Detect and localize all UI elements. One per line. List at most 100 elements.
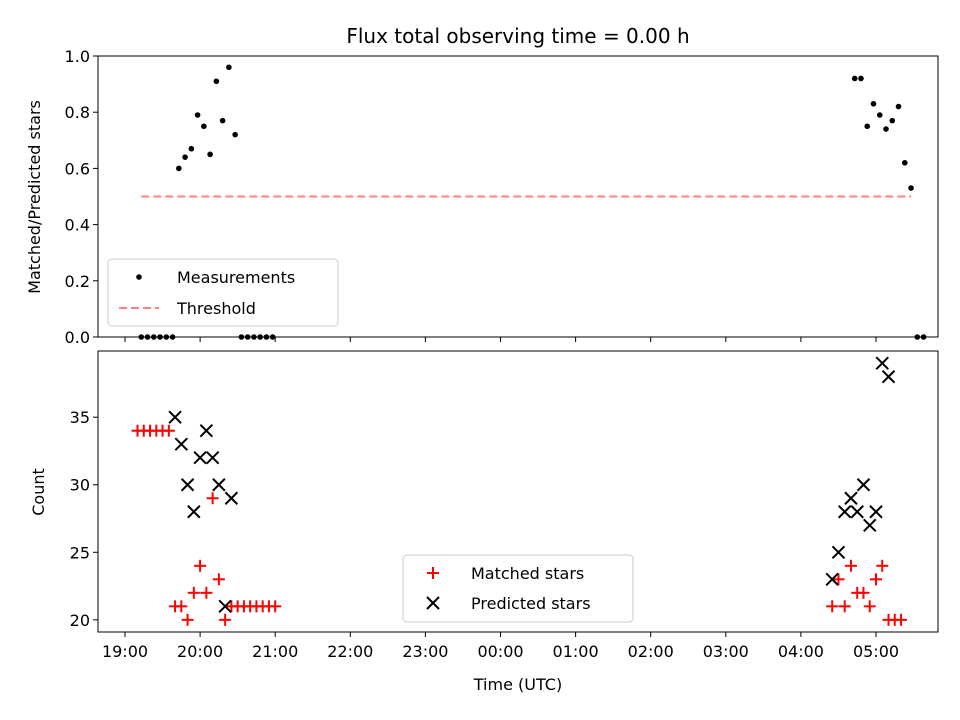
legend-predicted-marker — [426, 596, 440, 610]
predicted-star-point — [193, 451, 207, 465]
ratio-y-tick-label: 0.0 — [65, 328, 90, 347]
count-x-tick-label: 05:00 — [853, 642, 899, 661]
predicted-star-point — [205, 451, 220, 465]
matched-star-point — [175, 600, 188, 613]
matched-star-point — [857, 586, 870, 599]
legend-threshold-label: Threshold — [176, 299, 256, 318]
measurement-point — [182, 154, 188, 160]
matched-star-point — [187, 586, 200, 599]
count-y-ticks: 20 25 30 35 — [70, 408, 98, 630]
ratio-y-tick-label: 0.6 — [65, 159, 90, 178]
count-y-axis-label: Count — [29, 468, 48, 516]
measurement-point — [188, 145, 195, 152]
measurement-point — [851, 75, 858, 82]
count-x-tick-label: 23:00 — [402, 642, 448, 661]
ratio-y-axis-label: Matched/Predicted stars — [25, 100, 44, 294]
legend-measurements-label: Measurements — [177, 268, 295, 287]
ratio-y-tick-label: 0.4 — [65, 216, 90, 235]
count-legend-box — [402, 554, 634, 623]
ratio-legend: Measurements Threshold — [107, 258, 339, 327]
matched-star-point — [863, 600, 876, 613]
matched-star-point — [162, 424, 175, 437]
predicted-star-point — [174, 437, 189, 451]
predicted-star-point — [875, 356, 889, 370]
count-x-tick-label: 19:00 — [102, 642, 148, 661]
predicted-star-point — [825, 572, 839, 587]
count-panel: Count Time (UTC) 20 25 30 35 19:00 20:00 21:0… — [29, 350, 939, 694]
predicted-star-point — [844, 491, 858, 505]
measurement-point — [207, 151, 213, 158]
ratio-y-tick-label: 0.2 — [65, 272, 90, 291]
matched-star-point — [838, 600, 851, 613]
count-y-tick-label: 20 — [70, 611, 90, 630]
count-x-tick-label: 02:00 — [628, 642, 674, 661]
measurement-point — [876, 112, 883, 118]
count-x-tick-label: 00:00 — [477, 642, 523, 661]
predicted-star-point — [224, 491, 239, 505]
legend-measurements-marker — [136, 274, 142, 280]
predicted-star-point — [180, 478, 195, 492]
count-legend: Matched stars Predicted stars — [402, 554, 634, 623]
measurement-point — [889, 117, 896, 124]
matched-star-point — [844, 559, 857, 572]
measurement-point — [201, 123, 207, 130]
legend-matched-marker — [427, 567, 439, 579]
measurement-point — [226, 64, 232, 71]
measurement-point — [864, 123, 871, 130]
ratio-axes-frame — [97, 55, 939, 338]
count-x-tick-label: 01:00 — [553, 642, 599, 661]
predicted-star-point — [187, 505, 201, 519]
measurement-point — [870, 100, 877, 107]
predicted-star-point — [850, 505, 864, 519]
predicted-star-point — [218, 599, 232, 614]
measurement-point — [895, 103, 902, 110]
predicted-star-point — [869, 505, 883, 519]
measurement-point — [901, 159, 908, 166]
measurement-point — [176, 165, 182, 172]
predicted-star-point — [881, 369, 896, 384]
matched-star-point — [876, 559, 889, 572]
predicted-star-point — [856, 478, 871, 492]
count-y-tick-label: 35 — [70, 408, 90, 427]
ratio-legend-box — [107, 258, 339, 327]
matched-star-point — [826, 600, 839, 613]
matched-star-point — [832, 573, 845, 586]
ratio-panel: Flux total observing time = 0.00 h Match… — [25, 24, 939, 347]
matched-star-point — [194, 559, 207, 572]
ratio-y-tick-label: 0.8 — [65, 103, 90, 122]
legend-matched-label: Matched stars — [471, 564, 584, 583]
measurement-point — [908, 185, 914, 191]
matched-star-point — [219, 613, 232, 626]
ratio-x-ticks — [124, 337, 877, 342]
count-x-tick-label: 04:00 — [778, 642, 824, 661]
measurement-point — [883, 126, 889, 132]
matched-star-point — [269, 600, 282, 613]
count-x-tick-label: 22:00 — [327, 642, 373, 661]
predicted-star-point — [863, 518, 877, 532]
predicted-star-point — [831, 545, 846, 560]
measurement-point — [194, 112, 201, 118]
measurement-point — [213, 78, 220, 85]
matched-star-point — [895, 613, 908, 626]
measurement-point — [219, 117, 226, 124]
measurement-point — [858, 75, 864, 82]
count-y-tick-label: 25 — [70, 543, 90, 562]
matched-star-point — [870, 573, 882, 586]
x-axis-label: Time (UTC) — [473, 675, 562, 694]
count-x-tick-label: 21:00 — [252, 642, 298, 661]
measurement-point — [232, 131, 238, 138]
count-axes-frame — [97, 350, 939, 633]
predicted-star-point — [212, 478, 226, 492]
predicted-star-point — [199, 423, 214, 438]
count-x-tick-label: 20:00 — [177, 642, 223, 661]
legend-predicted-label: Predicted stars — [471, 594, 591, 613]
predicted-star-point — [838, 505, 852, 519]
count-y-tick-label: 30 — [70, 476, 90, 495]
count-x-ticks: 19:00 20:00 21:00 22:00 23:00 00:00 01:00 02:00… — [102, 632, 899, 661]
ratio-y-ticks: 0.0 0.2 0.4 0.6 0.8 1.0 — [65, 47, 98, 347]
ratio-y-tick-label: 1.0 — [65, 47, 90, 66]
ratio-chart-title: Flux total observing time = 0.00 h — [346, 24, 689, 48]
count-x-tick-label: 03:00 — [703, 642, 749, 661]
count-marks — [131, 356, 908, 626]
